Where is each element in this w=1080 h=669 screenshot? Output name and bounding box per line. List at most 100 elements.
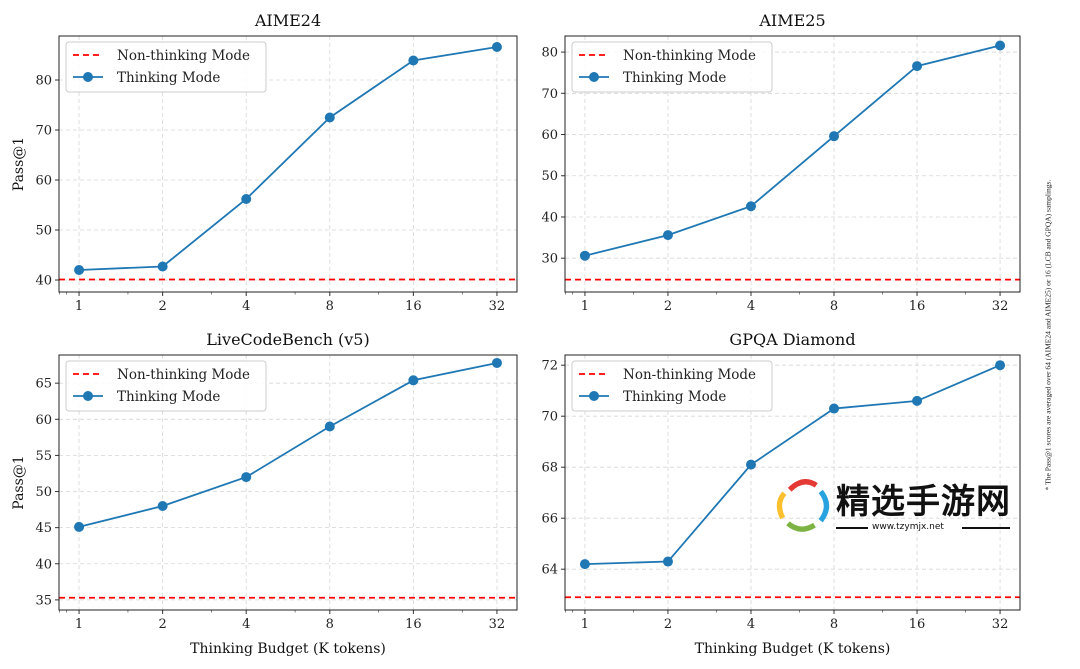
y-tick-label: 70 bbox=[35, 124, 52, 139]
subplot-title: GPQA Diamond bbox=[729, 330, 855, 349]
thinking-point bbox=[912, 61, 923, 72]
x-tick-label: 4 bbox=[747, 617, 755, 632]
thinking-point bbox=[745, 201, 756, 212]
thinking-point bbox=[74, 265, 85, 275]
y-tick-label: 45 bbox=[35, 521, 52, 536]
y-tick-label: 64 bbox=[541, 563, 558, 578]
subplot-0: 1 2 4 8 16 32 40 50 60 70 80 AIME24 Pass@1 Non-thinki… bbox=[11, 11, 518, 314]
legend-box bbox=[571, 360, 773, 412]
thinking-point bbox=[912, 395, 923, 406]
y-tick-label: 50 bbox=[35, 485, 52, 500]
y-tick-label: 65 bbox=[35, 377, 52, 392]
x-tick-label: 32 bbox=[992, 617, 1009, 632]
thinking-point bbox=[324, 112, 335, 123]
thinking-point bbox=[579, 250, 590, 261]
plot-frame bbox=[58, 35, 518, 293]
y-tick-label: 50 bbox=[35, 224, 52, 239]
watermark-logo: 精选手游网 www.tzymjx.net bbox=[772, 472, 1016, 538]
x-tick-label: 1 bbox=[581, 617, 589, 632]
thinking-line bbox=[584, 44, 1001, 257]
y-tick-label: 50 bbox=[541, 169, 558, 184]
y-tick-label: 30 bbox=[541, 252, 558, 267]
thinking-point bbox=[745, 459, 756, 470]
x-tick-label: 16 bbox=[405, 617, 422, 632]
watermark-divider bbox=[962, 527, 1010, 529]
x-tick-label: 16 bbox=[909, 617, 926, 632]
x-tick-label: 2 bbox=[664, 299, 672, 314]
y-tick-label: 72 bbox=[541, 359, 558, 374]
y-tick-label: 80 bbox=[541, 46, 558, 61]
x-tick-label: 32 bbox=[489, 617, 506, 632]
x-tick-label: 16 bbox=[909, 299, 926, 314]
legend: Non-thinking Mode Thinking Mode bbox=[571, 360, 773, 412]
x-tick-label: 1 bbox=[75, 299, 83, 314]
thinking-point bbox=[662, 556, 673, 567]
thinking-point bbox=[408, 375, 419, 386]
y-tick-label: 70 bbox=[541, 87, 558, 102]
thinking-point bbox=[829, 403, 840, 414]
subplot-title: LiveCodeBench (v5) bbox=[206, 330, 369, 349]
y-tick-label: 55 bbox=[35, 449, 52, 464]
legend: Non-thinking Mode Thinking Mode bbox=[65, 360, 267, 412]
subplot-title: AIME25 bbox=[758, 11, 825, 30]
thinking-point bbox=[408, 55, 419, 66]
y-tick-label: 60 bbox=[35, 413, 52, 428]
legend-label: Thinking Mode bbox=[623, 70, 726, 86]
x-tick-label: 32 bbox=[489, 299, 506, 314]
subplot-1: 1 2 4 8 16 32 30 40 50 60 70 80 AIME25 Non-thinking M… bbox=[541, 11, 1021, 314]
legend-label: Thinking Mode bbox=[117, 70, 220, 86]
x-tick-label: 8 bbox=[326, 617, 334, 632]
watermark-divider bbox=[836, 527, 868, 529]
x-axis-label: Thinking Budget (K tokens) bbox=[695, 641, 891, 657]
y-tick-label: 40 bbox=[35, 274, 52, 289]
y-tick-label: 60 bbox=[35, 174, 52, 189]
x-tick-label: 8 bbox=[830, 299, 838, 314]
plot-frame bbox=[564, 354, 1021, 611]
y-tick-label: 40 bbox=[541, 210, 558, 225]
x-tick-label: 2 bbox=[158, 617, 166, 632]
x-tick-label: 4 bbox=[242, 617, 250, 632]
x-tick-label: 2 bbox=[158, 299, 166, 314]
legend-thinking-marker bbox=[589, 72, 599, 82]
plot-frame bbox=[564, 35, 1021, 293]
subplot-title: AIME24 bbox=[254, 11, 321, 30]
y-tick-label: 80 bbox=[35, 74, 52, 89]
y-tick-label: 60 bbox=[541, 128, 558, 143]
legend-thinking-marker bbox=[589, 391, 599, 401]
legend-box bbox=[65, 360, 267, 412]
x-axis-label: Thinking Budget (K tokens) bbox=[190, 641, 386, 657]
footnote: * The Pass@1 scores are averaged over 64… bbox=[1043, 179, 1053, 491]
y-tick-label: 35 bbox=[35, 593, 52, 608]
y-tick-label: 68 bbox=[541, 461, 558, 476]
legend-thinking-marker bbox=[83, 391, 93, 401]
legend-thinking-marker bbox=[83, 72, 93, 82]
y-tick-label: 66 bbox=[541, 512, 558, 527]
thinking-point bbox=[241, 194, 252, 204]
x-tick-label: 2 bbox=[664, 617, 672, 632]
x-tick-label: 8 bbox=[830, 617, 838, 632]
y-tick-label: 40 bbox=[35, 557, 52, 572]
legend-label: Non-thinking Mode bbox=[623, 48, 756, 64]
thinking-point bbox=[829, 131, 840, 142]
x-tick-label: 4 bbox=[242, 299, 250, 314]
legend: Non-thinking Mode Thinking Mode bbox=[571, 41, 773, 93]
legend-label: Thinking Mode bbox=[623, 389, 726, 405]
thinking-line bbox=[79, 46, 498, 271]
thinking-point bbox=[579, 559, 590, 570]
x-tick-label: 4 bbox=[747, 299, 755, 314]
thinking-point bbox=[157, 500, 168, 511]
thinking-point bbox=[241, 472, 252, 483]
subplot-2: 1 2 4 8 16 32 35 40 45 50 55 60 65 LiveCodeBench (v5)… bbox=[11, 330, 518, 657]
watermark-url: www.tzymjx.net bbox=[872, 522, 944, 532]
plot-frame bbox=[58, 354, 518, 611]
thinking-point bbox=[491, 357, 502, 368]
y-axis-label: Pass@1 bbox=[11, 455, 27, 509]
thinking-point bbox=[324, 421, 335, 432]
thinking-point bbox=[662, 230, 673, 241]
x-tick-label: 8 bbox=[326, 299, 334, 314]
x-tick-label: 1 bbox=[581, 299, 589, 314]
watermark-text: 精选手游网 bbox=[836, 482, 1011, 522]
thinking-point bbox=[157, 261, 168, 272]
subplot-3: 1 2 4 8 16 32 64 66 68 70 72 GPQA Diamond Thinking B… bbox=[541, 330, 1021, 657]
